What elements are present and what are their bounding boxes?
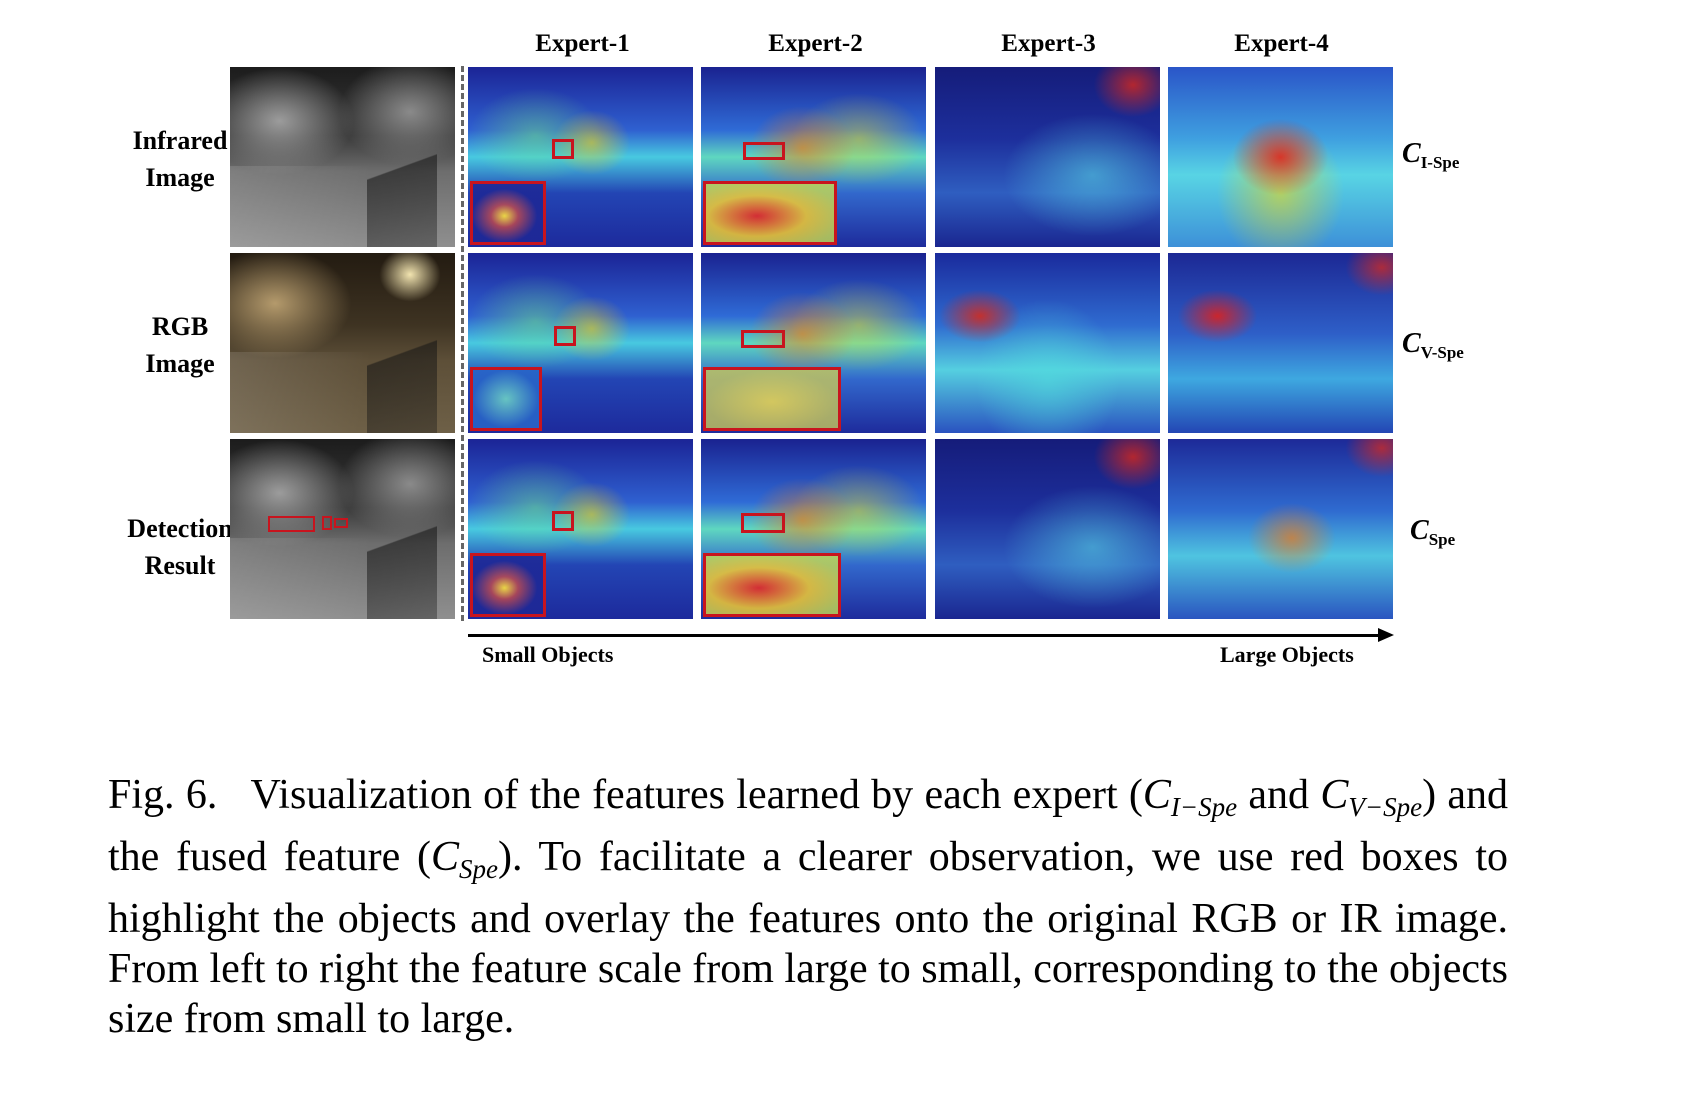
row-label-line2: Image <box>145 349 215 378</box>
row-label-line1: Infrared <box>132 126 228 155</box>
row-label-line2: Image <box>145 163 215 192</box>
detection-result-image <box>230 439 455 619</box>
highlight-box <box>554 326 576 346</box>
row-label-line1: RGB <box>151 312 209 341</box>
zoom-inset <box>703 367 841 431</box>
heatmap-ir-expert-4 <box>1168 67 1393 247</box>
caption-symbol-c: C <box>430 834 459 880</box>
caption-symbol-c: C <box>1142 772 1171 818</box>
figure-number: Fig. 6. <box>108 772 218 818</box>
detection-box-car <box>268 516 315 532</box>
caption-symbol-c: C <box>1320 772 1349 818</box>
column-header-expert-2: Expert-2 <box>768 30 863 57</box>
heatmap-rgb-expert-3 <box>935 253 1160 433</box>
row-label-line1: Detection <box>127 514 233 543</box>
detection-box-person <box>322 516 332 530</box>
heatmap-rgb-expert-1 <box>468 253 693 433</box>
side-label-main: C <box>1402 138 1421 169</box>
caption-text-1: Visualization of the features learned by… <box>250 772 1143 818</box>
column-header-expert-1: Expert-1 <box>535 30 630 57</box>
arrow-right-icon <box>1378 628 1394 642</box>
detection-box-object <box>334 518 348 528</box>
heatmap-fused-expert-2 <box>701 439 926 619</box>
dashed-divider <box>461 66 464 621</box>
side-label-c-spe: CSpe <box>1410 515 1455 550</box>
row-label-infrared: Infrared Image <box>95 122 265 196</box>
heatmap-ir-expert-3 <box>935 67 1160 247</box>
highlight-box <box>741 330 785 348</box>
row-label-line2: Result <box>144 551 216 580</box>
caption-subscript: I−Spe <box>1170 792 1238 822</box>
side-label-c-i-spe: CI-Spe <box>1402 138 1459 173</box>
heatmap-ir-expert-2 <box>701 67 926 247</box>
zoom-inset <box>470 367 542 431</box>
caption-subscript: Spe <box>459 854 498 884</box>
side-label-sub: V-Spe <box>1420 343 1464 362</box>
highlight-box <box>743 142 785 160</box>
heatmap-fused-expert-1 <box>468 439 693 619</box>
row-label-rgb: RGB Image <box>95 308 265 382</box>
axis-label-small-objects: Small Objects <box>482 642 614 667</box>
highlight-box <box>552 511 574 531</box>
caption-text-4: ). To facilitate a clearer observation, … <box>108 834 1508 1042</box>
infrared-image <box>230 67 455 247</box>
figure-caption: Fig. 6. Visualization of the features le… <box>108 770 1508 1044</box>
row-label-detection: Detection Result <box>95 510 265 584</box>
zoom-inset <box>703 553 841 617</box>
zoom-inset <box>470 553 546 617</box>
rgb-image <box>230 253 455 433</box>
side-label-c-v-spe: CV-Spe <box>1402 328 1464 363</box>
side-label-sub: I-Spe <box>1420 153 1460 172</box>
scale-arrow-line <box>468 634 1383 637</box>
caption-text-2: and <box>1237 772 1321 818</box>
axis-label-large-objects: Large Objects <box>1220 642 1354 667</box>
heatmap-rgb-expert-2 <box>701 253 926 433</box>
side-label-main: C <box>1410 515 1429 546</box>
caption-text-3: ) and the fused feature ( <box>108 772 1508 880</box>
heatmap-ir-expert-1 <box>468 67 693 247</box>
side-label-main: C <box>1402 328 1421 359</box>
zoom-inset <box>470 181 546 245</box>
zoom-inset <box>703 181 837 245</box>
heatmap-rgb-expert-4 <box>1168 253 1393 433</box>
heatmap-fused-expert-4 <box>1168 439 1393 619</box>
column-header-expert-3: Expert-3 <box>1001 30 1096 57</box>
heatmap-fused-expert-3 <box>935 439 1160 619</box>
highlight-box <box>552 139 574 159</box>
side-label-sub: Spe <box>1428 530 1456 549</box>
column-header-expert-4: Expert-4 <box>1234 30 1329 57</box>
highlight-box <box>741 513 785 533</box>
caption-subscript: V−Spe <box>1348 792 1423 822</box>
